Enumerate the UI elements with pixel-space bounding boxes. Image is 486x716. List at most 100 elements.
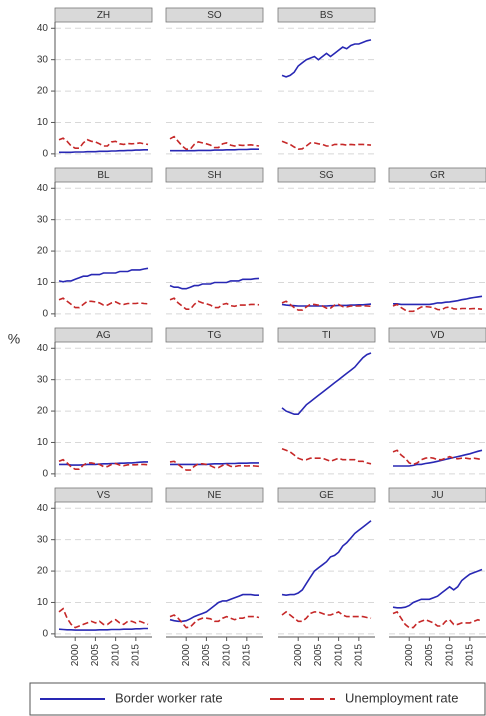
series-line: [281, 39, 372, 78]
x-tick-label: 2015: [464, 644, 475, 667]
y-axis-label: %: [8, 331, 20, 347]
series-line: [169, 277, 260, 290]
panel-header: [54, 7, 153, 23]
series-line: [281, 300, 372, 311]
panel-title: TI: [322, 330, 331, 341]
panel-header: [165, 7, 264, 23]
y-tick-label: 20: [37, 86, 49, 97]
legend-label: Unemployment rate: [345, 690, 458, 705]
panel-title: TG: [208, 330, 222, 341]
panel-header: [277, 487, 376, 503]
series-line: [392, 303, 483, 313]
panel-title: JU: [431, 490, 443, 501]
x-tick-label: 2000: [70, 644, 81, 667]
panel-header: [54, 327, 153, 343]
panel-header: [277, 167, 376, 183]
series-line: [169, 593, 259, 623]
x-tick-label: 2010: [333, 644, 344, 667]
y-tick-label: 40: [37, 23, 49, 34]
panel-title: VS: [97, 490, 111, 501]
series-line: [392, 449, 483, 466]
series-line: [58, 267, 149, 283]
y-tick-label: 0: [42, 629, 48, 640]
series-line: [281, 520, 372, 597]
y-tick-label: 0: [42, 469, 48, 480]
panel-title: AG: [96, 330, 111, 341]
y-tick-label: 30: [37, 374, 49, 385]
series-line: [281, 610, 372, 623]
panel-title: BS: [320, 10, 334, 21]
x-tick-label: 2005: [201, 644, 212, 667]
x-tick-label: 2000: [404, 644, 415, 667]
y-tick-label: 10: [37, 117, 49, 128]
series-line: [281, 352, 372, 415]
y-tick-label: 40: [37, 503, 49, 514]
panel-title: NE: [208, 490, 222, 501]
series-line: [59, 149, 148, 154]
y-tick-label: 10: [37, 437, 49, 448]
x-tick-label: 2010: [110, 644, 121, 667]
series-line: [281, 140, 372, 151]
y-tick-label: 0: [42, 309, 48, 320]
panel-header: [54, 167, 153, 183]
y-tick-label: 30: [37, 214, 49, 225]
y-tick-label: 10: [37, 597, 49, 608]
series-line: [169, 460, 260, 471]
series-line: [393, 449, 483, 467]
x-tick-label: 2005: [313, 644, 324, 667]
x-tick-label: 2005: [90, 644, 101, 667]
panel-header: [165, 487, 264, 503]
panel-header: [54, 487, 153, 503]
series-line: [392, 610, 483, 629]
series-line: [58, 607, 149, 629]
x-tick-label: 2000: [181, 644, 192, 667]
y-tick-label: 30: [37, 534, 49, 545]
series-line: [281, 303, 372, 307]
series-line: [281, 447, 372, 465]
x-tick-label: 2010: [221, 644, 232, 667]
y-tick-label: 20: [37, 566, 49, 577]
panel-title: ZH: [97, 10, 110, 21]
x-tick-label: 2000: [293, 644, 304, 667]
legend-box: [29, 682, 486, 716]
series-line: [58, 458, 149, 470]
series-line: [58, 627, 148, 631]
series-line: [392, 568, 483, 609]
panel-header: [277, 7, 376, 23]
legend-label: Border worker rate: [115, 690, 223, 705]
x-tick-label: 2015: [353, 644, 364, 667]
y-tick-label: 30: [37, 54, 49, 65]
y-tick-label: 20: [37, 406, 49, 417]
panel-title: VD: [431, 330, 445, 341]
series-line: [170, 462, 259, 466]
series-line: [169, 297, 260, 310]
x-tick-label: 2015: [130, 644, 141, 667]
series-line: [169, 135, 260, 150]
panel-title: GR: [430, 170, 445, 181]
panel-header: [165, 327, 264, 343]
panel-title: BL: [97, 170, 110, 181]
panel-title: GE: [319, 490, 334, 501]
panel-header: [388, 167, 486, 183]
y-tick-label: 0: [42, 149, 48, 160]
x-tick-label: 2010: [444, 644, 455, 667]
panel-header: [388, 327, 486, 343]
series-line: [393, 295, 483, 306]
x-tick-label: 2005: [424, 644, 435, 667]
y-tick-label: 20: [37, 246, 49, 257]
panel-header: [388, 487, 486, 503]
series-line: [170, 148, 259, 152]
series-line: [59, 461, 148, 466]
x-tick-label: 2015: [241, 644, 252, 667]
series-line: [58, 137, 149, 149]
y-tick-label: 40: [37, 343, 49, 354]
y-tick-label: 40: [37, 183, 49, 194]
panel-header: [165, 167, 264, 183]
panel-title: SO: [207, 10, 222, 21]
y-tick-label: 10: [37, 277, 49, 288]
series-line: [169, 614, 260, 629]
series-line: [58, 297, 149, 309]
panel-title: SG: [319, 170, 334, 181]
panel-header: [277, 327, 376, 343]
